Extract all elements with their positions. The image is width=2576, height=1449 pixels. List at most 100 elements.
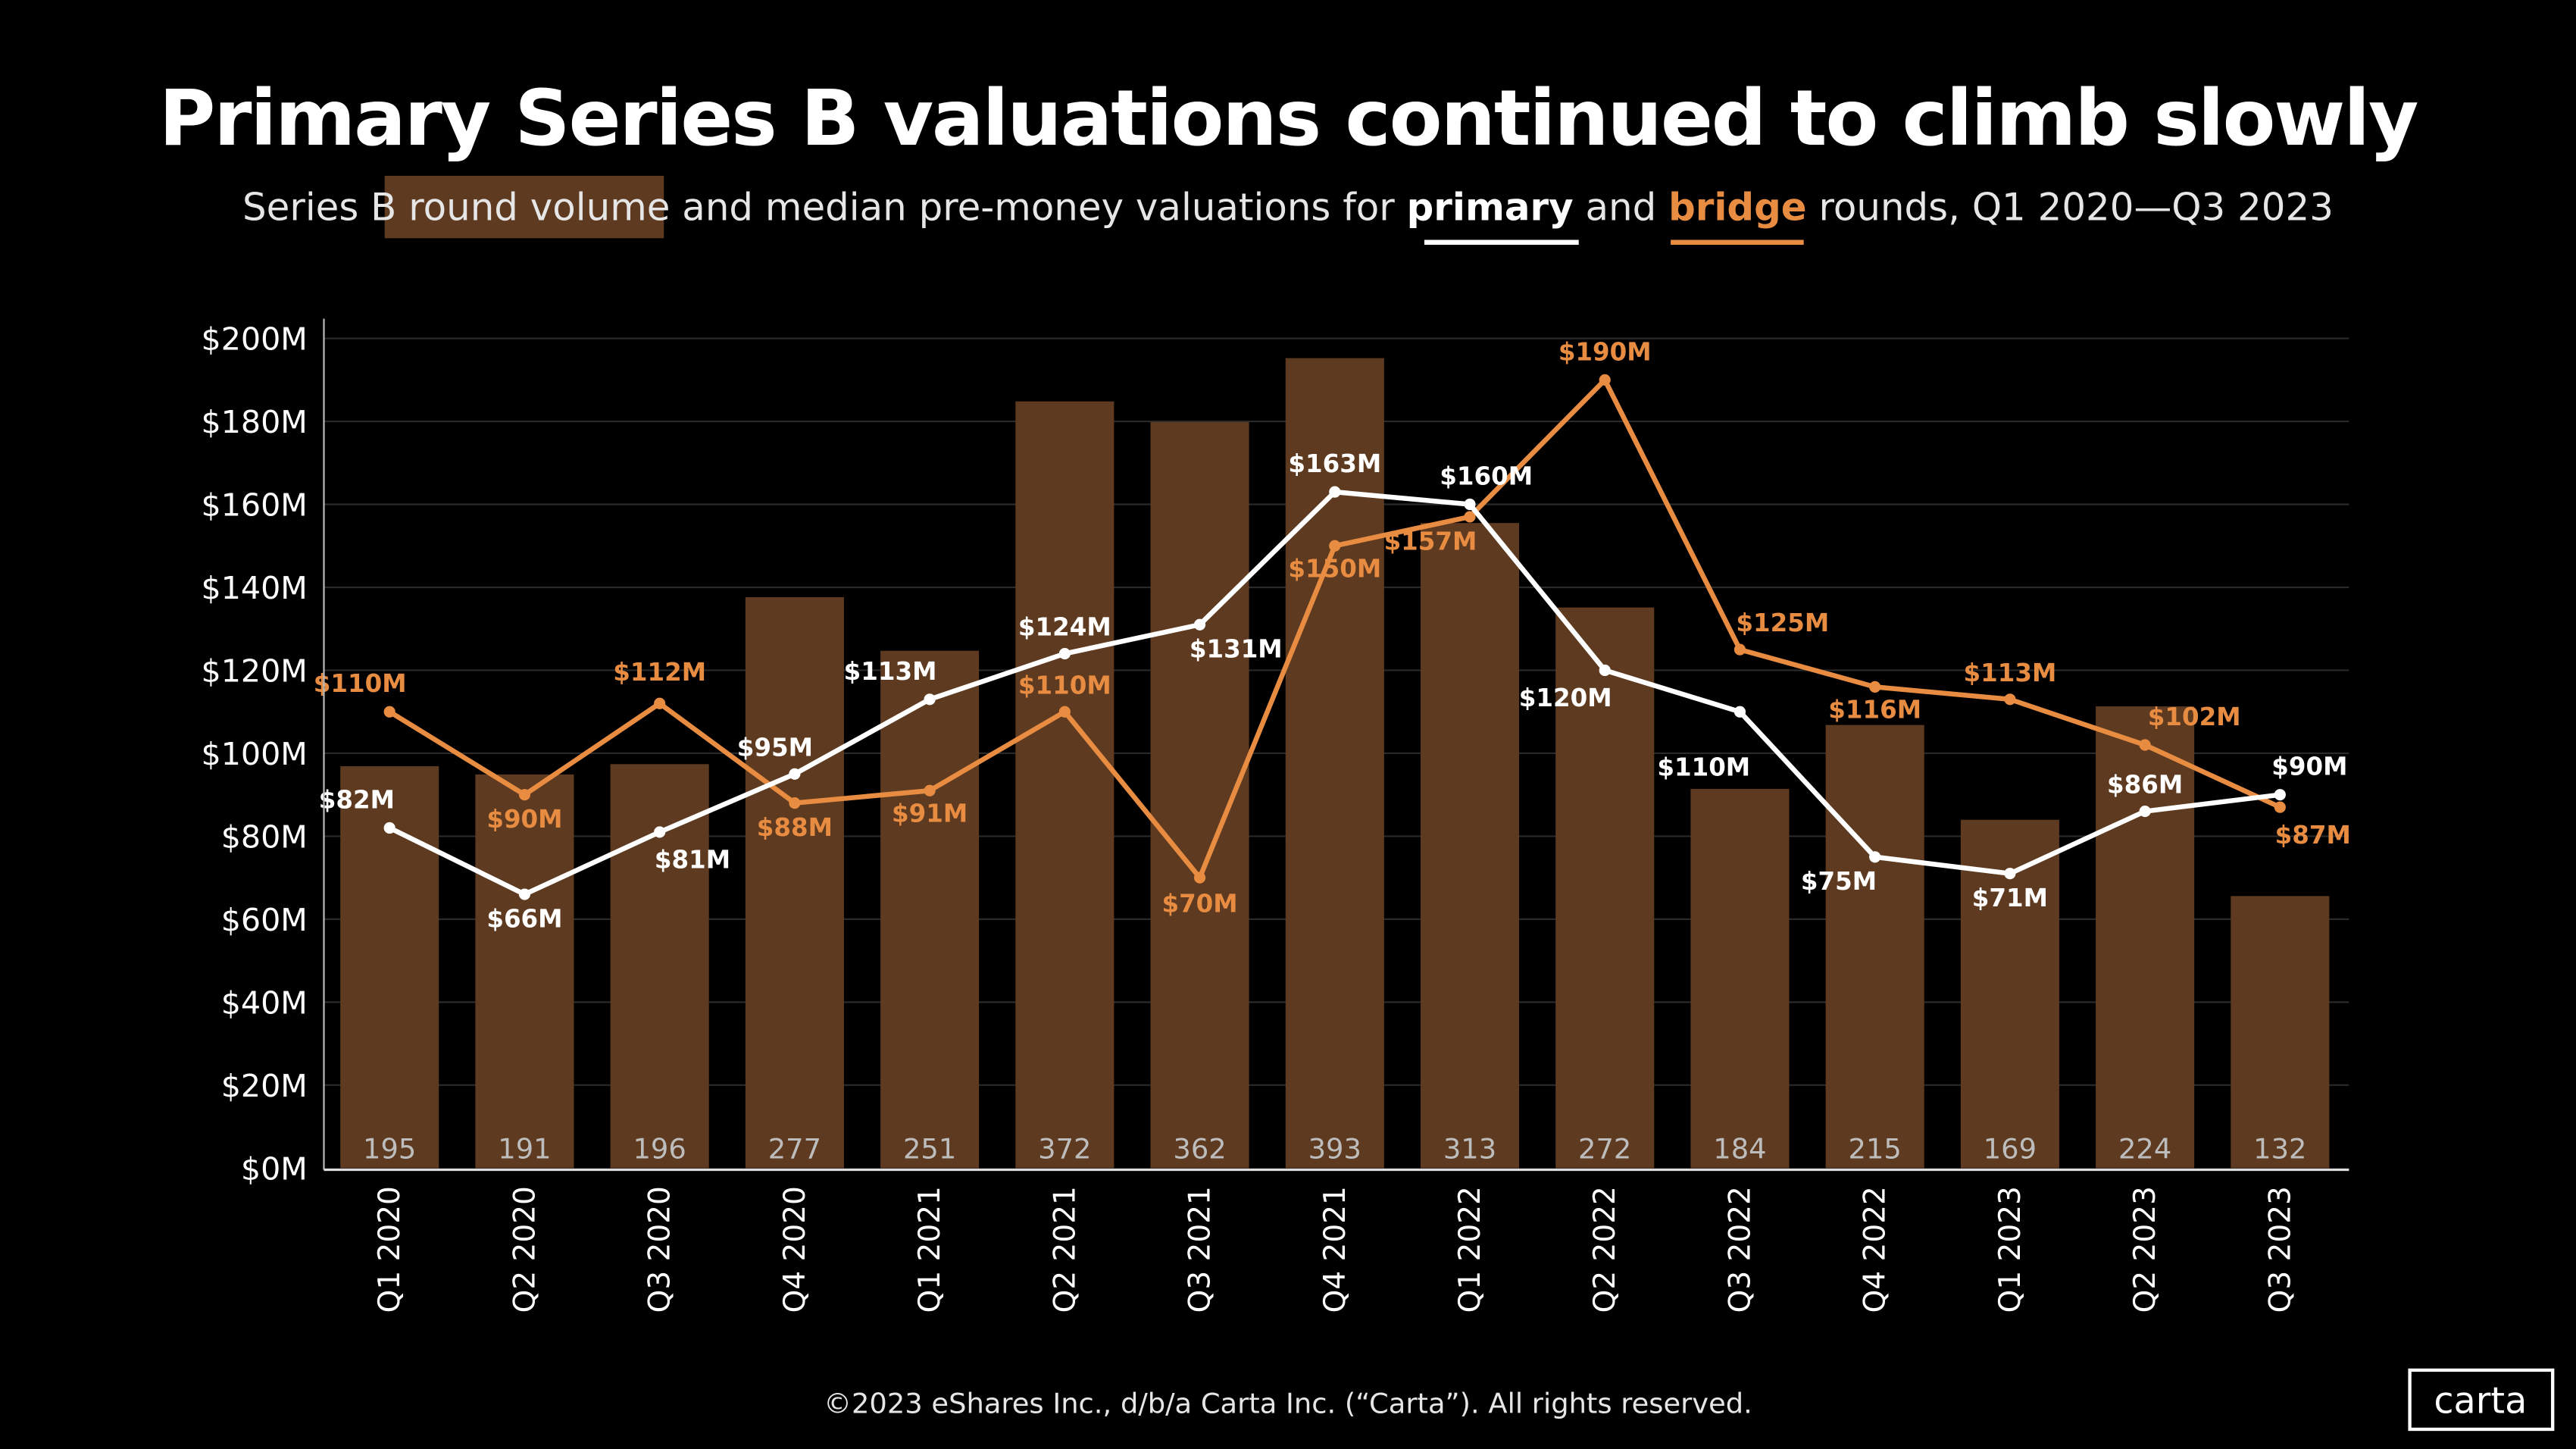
svg-text:Series B round volume and medi: Series B round volume and median pre-mon… (242, 185, 2334, 229)
footer: ©2023 eShares Inc., d/b/a Carta Inc. (“C… (824, 1387, 1752, 1419)
primary-point (1869, 851, 1881, 863)
y-tick-label: $160M (202, 487, 308, 524)
primary-point (1329, 486, 1341, 498)
primary-data-label: $95M (737, 733, 813, 762)
bridge-data-label: $87M (2275, 821, 2351, 850)
bridge-point (1733, 643, 1746, 656)
primary-data-label: $81M (655, 846, 730, 875)
x-tick-label: Q2 2020 (508, 1186, 542, 1313)
primary-point (1599, 664, 1611, 677)
y-tick-label: $80M (221, 819, 308, 856)
x-tick-label: Q2 2021 (1048, 1186, 1082, 1313)
x-tick-label: Q1 2023 (1993, 1186, 2027, 1313)
primary-data-label: $160M (1440, 462, 1533, 491)
x-tick-label: Q1 2021 (913, 1186, 947, 1313)
carta-logo: carta (2408, 1368, 2555, 1432)
bridge-data-label: $116M (1828, 696, 1921, 724)
bridge-data-label: $110M (1018, 671, 1111, 699)
bridge-point (924, 784, 936, 796)
x-tick-label: Q2 2023 (2128, 1186, 2162, 1313)
bar-count-label: 372 (1038, 1132, 1091, 1165)
bar (2096, 706, 2195, 1169)
bar-count-label: 272 (1578, 1132, 1631, 1165)
bar (2231, 896, 2330, 1169)
bridge-point (1869, 681, 1881, 693)
subtitle: Series B round volume and median pre-mon… (242, 175, 2334, 246)
primary-point (1193, 618, 1206, 631)
primary-data-label: $71M (1972, 884, 2048, 912)
y-tick-label: $60M (221, 902, 308, 938)
primary-data-label: $90M (2271, 753, 2347, 781)
primary-data-label: $86M (2107, 771, 2183, 800)
bar-count-label: 393 (1308, 1132, 1361, 1165)
bridge-data-label: $88M (757, 813, 833, 842)
primary-point (789, 768, 801, 780)
bridge-point (1193, 872, 1206, 884)
y-tick-label: $0M (241, 1150, 308, 1187)
bar (475, 774, 574, 1169)
bar-count-label: 196 (633, 1132, 686, 1165)
bridge-data-label: $110M (314, 669, 407, 698)
bridge-point (2004, 693, 2016, 706)
bridge-point (383, 706, 395, 718)
primary-point (2004, 868, 2016, 880)
primary-data-label: $120M (1519, 684, 1612, 712)
primary-data-label: $75M (1801, 867, 1877, 896)
x-tick-label: Q2 2022 (1588, 1186, 1622, 1313)
bridge-data-label: $125M (1736, 609, 1829, 637)
bridge-data-label: $112M (613, 658, 706, 687)
legend-bridge-underline (1671, 239, 1804, 246)
bar (880, 650, 980, 1169)
y-tick-label: $20M (221, 1068, 308, 1104)
primary-data-label: $82M (319, 785, 395, 814)
bar-count-label: 184 (1713, 1132, 1766, 1165)
primary-data-label: $131M (1190, 635, 1283, 664)
x-tick-label: Q4 2022 (1859, 1186, 1893, 1313)
bridge-data-label: $90M (486, 805, 562, 834)
y-tick-label: $40M (221, 985, 308, 1022)
primary-point (654, 826, 666, 838)
x-tick-label: Q4 2021 (1318, 1186, 1352, 1313)
bar-count-label: 362 (1173, 1132, 1226, 1165)
bridge-point (1599, 374, 1611, 386)
primary-data-label: $66M (486, 904, 562, 933)
primary-point (2139, 805, 2151, 818)
bridge-point (518, 789, 531, 801)
x-tick-label: Q3 2022 (1723, 1186, 1757, 1313)
bar-count-label: 132 (2253, 1132, 2306, 1165)
bridge-point (1058, 706, 1071, 718)
bridge-point (654, 697, 666, 709)
bridge-point (1329, 540, 1341, 552)
x-tick-label: Q1 2022 (1453, 1186, 1487, 1313)
primary-data-label: $163M (1288, 449, 1381, 478)
bridge-data-label: $157M (1384, 527, 1477, 556)
bar (745, 597, 844, 1169)
bar-count-label: 195 (363, 1132, 416, 1165)
x-tick-label: Q3 2020 (643, 1186, 677, 1313)
primary-point (1464, 498, 1476, 511)
primary-data-label: $124M (1018, 613, 1111, 642)
bar-count-label: 277 (768, 1132, 821, 1165)
primary-data-label: $113M (844, 657, 937, 686)
bar-count-label: 313 (1443, 1132, 1496, 1165)
bar (1420, 523, 1520, 1169)
bridge-point (789, 797, 801, 809)
x-tick-label: Q1 2020 (373, 1186, 407, 1313)
bridge-point (2139, 739, 2151, 751)
bar (1825, 724, 1924, 1169)
primary-point (1733, 706, 1746, 718)
bar-count-label: 251 (903, 1132, 956, 1165)
x-tick-label: Q4 2020 (778, 1186, 812, 1313)
primary-data-label: $110M (1657, 753, 1750, 782)
primary-point (924, 693, 936, 706)
bar-count-label: 191 (498, 1132, 551, 1165)
x-tick-label: Q3 2021 (1183, 1186, 1218, 1313)
bar (1555, 607, 1655, 1169)
legend-primary-underline (1424, 239, 1579, 246)
bridge-data-label: $190M (1558, 337, 1652, 366)
x-tick-label: Q3 2023 (2263, 1186, 2297, 1313)
bar (1015, 401, 1114, 1169)
bridge-point (2274, 801, 2286, 813)
primary-point (2274, 789, 2286, 801)
